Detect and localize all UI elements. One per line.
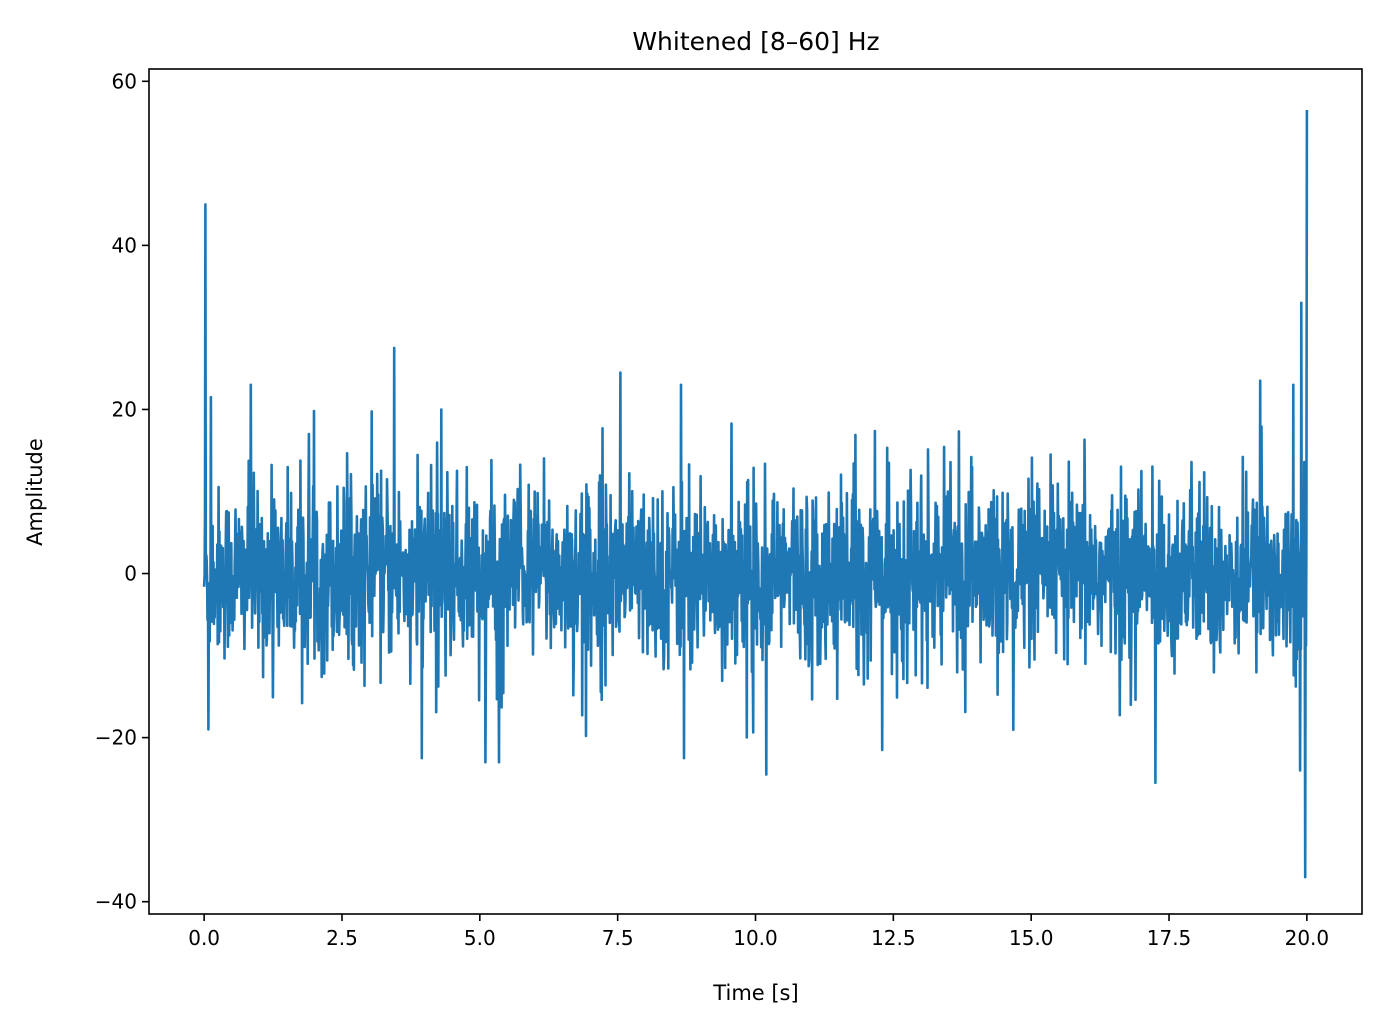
y-tick-label: 0 (124, 562, 137, 586)
x-tick-label: 5.0 (464, 926, 496, 950)
x-tick-label: 7.5 (602, 926, 634, 950)
y-axis: −40 −20 0 20 40 60 (95, 69, 149, 914)
x-tick-label: 12.5 (871, 926, 916, 950)
x-tick-label: 0.0 (188, 926, 220, 950)
signal-line (202, 109, 1309, 879)
y-tick-label: 20 (112, 397, 137, 421)
y-tick-label: −40 (95, 890, 137, 914)
x-tick-label: 2.5 (326, 926, 358, 950)
x-tick-label: 10.0 (733, 926, 778, 950)
x-tick-label: 15.0 (1009, 926, 1054, 950)
x-tick-label: 17.5 (1147, 926, 1192, 950)
y-tick-label: −20 (95, 726, 137, 750)
x-tick-label: 20.0 (1285, 926, 1330, 950)
series-layer (202, 109, 1309, 879)
y-axis-label: Amplitude (23, 438, 47, 546)
x-axis-label: Time [s] (712, 981, 798, 1005)
x-axis: 0.0 2.5 5.0 7.5 10.0 12.5 15.0 17.5 20.0 (188, 914, 1329, 950)
y-tick-label: 60 (112, 69, 137, 93)
y-tick-label: 40 (112, 233, 137, 257)
chart-title: Whitened [8–60] Hz (632, 27, 879, 56)
